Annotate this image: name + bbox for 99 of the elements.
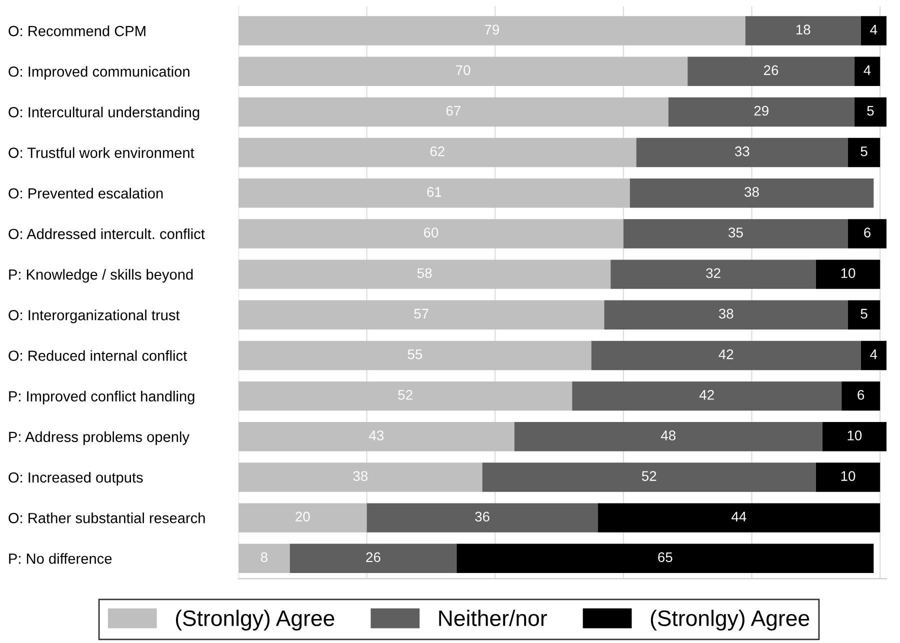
bar	[366, 503, 598, 532]
bar	[238, 16, 746, 46]
data-label: 5	[867, 106, 874, 116]
bar	[860, 340, 886, 370]
y-tick-label: P: Address problems openly	[9, 431, 190, 445]
bar	[822, 422, 886, 452]
bar	[238, 503, 367, 532]
data-label: 43	[369, 430, 384, 440]
data-label: 33	[734, 146, 750, 156]
bar	[816, 462, 880, 492]
bar	[514, 422, 822, 452]
legend-label: Neither/nor	[439, 610, 547, 626]
data-label: 6	[858, 390, 864, 400]
bar	[816, 260, 880, 289]
bar	[591, 340, 861, 370]
y-tick-label: O: Intercultural understanding	[8, 106, 200, 120]
bar	[238, 97, 668, 127]
bar	[238, 462, 482, 492]
data-label: 20	[296, 512, 310, 522]
data-label: 10	[848, 430, 862, 440]
y-tick-label: O: Prevented escalation	[8, 188, 163, 199]
y-tick-label: P: No difference	[9, 553, 112, 564]
bar	[238, 260, 611, 289]
data-label: 6	[864, 228, 871, 238]
bar	[238, 178, 630, 208]
data-label: 4	[864, 65, 871, 75]
y-tick-label: O: Recommend CPM	[8, 26, 146, 36]
y-tick-label: O: Addressed intercult. conflict	[8, 228, 205, 240]
bar	[842, 381, 880, 411]
data-label: 32	[706, 268, 720, 278]
data-label: 4	[870, 24, 878, 34]
data-label: 52	[398, 390, 412, 400]
bar	[456, 544, 874, 574]
data-label: 18	[796, 24, 810, 35]
data-label: 70	[456, 65, 470, 76]
bar	[598, 503, 880, 532]
bar	[604, 300, 848, 330]
data-label: 60	[424, 228, 438, 238]
bar	[630, 178, 874, 208]
legend-label: (Stronlgy) Agree	[176, 610, 334, 631]
data-label: 65	[658, 552, 672, 562]
data-label: 52	[642, 471, 656, 481]
data-label: 57	[414, 308, 428, 319]
bar	[745, 16, 861, 46]
bar	[238, 544, 290, 574]
y-tick-label: O: Improved communication	[8, 66, 190, 80]
data-label: 8	[260, 552, 268, 562]
data-label: 29	[754, 106, 768, 116]
bar	[238, 340, 592, 370]
data-label: 62	[430, 146, 444, 156]
bar	[668, 97, 854, 127]
data-label: 5	[860, 146, 868, 156]
bar	[290, 544, 457, 574]
data-label: 38	[744, 187, 759, 197]
bar	[238, 422, 514, 452]
data-label: 42	[699, 390, 714, 400]
data-label: 38	[718, 308, 734, 319]
bar	[572, 381, 842, 411]
y-tick-label: P: Improved conflict handling	[9, 390, 194, 404]
y-tick-label: O: Reduced internal conflict	[8, 350, 187, 361]
data-label: 79	[484, 24, 499, 35]
bar	[848, 300, 880, 330]
y-tick-label: P: Knowledge / skills beyond	[9, 269, 193, 283]
data-label: 42	[718, 349, 734, 360]
bar	[848, 138, 880, 168]
bar	[238, 300, 604, 330]
bar	[688, 56, 854, 86]
data-label: 26	[764, 65, 778, 76]
data-label: 55	[408, 350, 422, 360]
bar	[848, 219, 886, 248]
bar	[860, 16, 886, 46]
bar	[854, 97, 886, 127]
y-tick-label: O: Rather substantial research	[8, 512, 205, 524]
bar	[238, 381, 572, 411]
y-tick-label: O: Trustful work environment	[8, 147, 194, 158]
legend-label: (Stronlgy) Agree	[650, 610, 810, 631]
bar	[854, 56, 880, 86]
bar	[610, 260, 816, 289]
data-label: 36	[475, 512, 490, 522]
data-label: 58	[417, 268, 432, 278]
data-label: 10	[841, 471, 856, 481]
data-label: 44	[732, 512, 746, 522]
data-label: 10	[841, 268, 856, 278]
data-label: 5	[860, 308, 868, 319]
y-tick-label: O: Increased outputs	[8, 472, 143, 486]
bar	[623, 219, 848, 248]
bar	[482, 462, 816, 492]
data-label: 48	[660, 430, 676, 440]
data-label: 67	[446, 106, 460, 116]
data-label: 38	[353, 471, 368, 481]
data-label: 61	[427, 187, 442, 197]
bar	[238, 56, 688, 86]
data-label: 26	[366, 552, 380, 562]
data-label: 4	[870, 350, 878, 360]
y-tick-label: O: Interorganizational trust	[8, 310, 180, 324]
bar	[238, 219, 624, 248]
bar	[238, 138, 636, 168]
data-label: 35	[728, 228, 743, 238]
bar	[636, 138, 848, 168]
